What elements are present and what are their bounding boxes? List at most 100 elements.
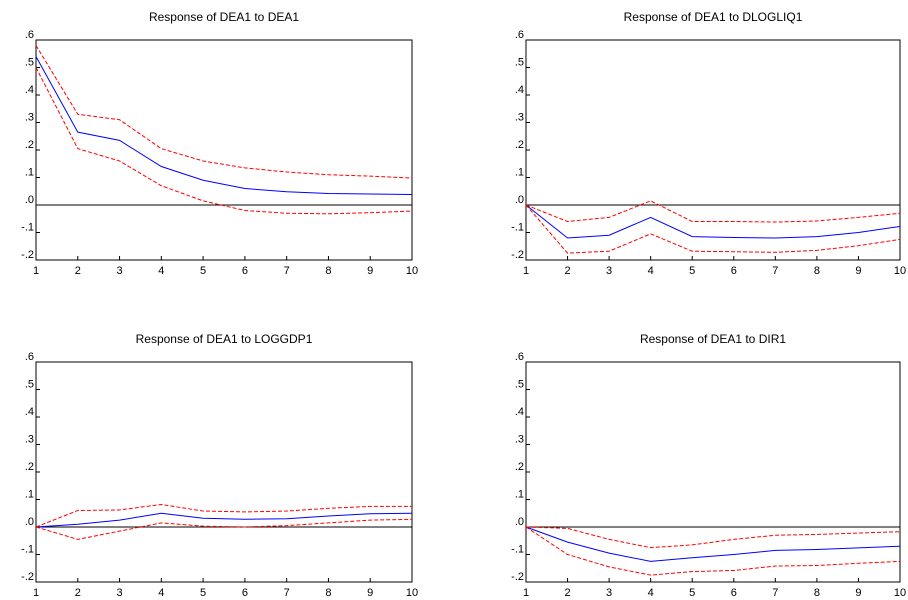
x-tick-label: 2	[75, 265, 81, 277]
x-tick-label: 1	[33, 265, 39, 277]
x-tick-label: 10	[406, 587, 418, 599]
y-tick-label: .1	[515, 166, 524, 178]
panel: Response of DEA1 to LOGGDP1 -.2 -.1 .0 .1 .2.…	[21, 332, 418, 599]
y-tick-label: .6	[515, 29, 524, 41]
series-line	[525, 204, 901, 239]
y-tick-label: -.2	[511, 571, 524, 583]
x-tick-label: 9	[367, 587, 373, 599]
x-tick-label: 1	[523, 265, 529, 277]
panel: Response of DEA1 to DLOGLIQ1 -.2 -.1 .0 .1 .2…	[511, 10, 906, 277]
x-tick-label: 10	[894, 265, 906, 277]
y-tick-label: .0	[515, 516, 524, 528]
y-tick-label: .1	[25, 488, 34, 500]
x-tick-label: 9	[855, 587, 861, 599]
plot-frame	[35, 39, 413, 261]
x-tick-label: 8	[814, 265, 820, 277]
x-tick-label: 6	[242, 587, 248, 599]
x-tick-label: 8	[814, 587, 820, 599]
x-tick-label: 1	[33, 587, 39, 599]
y-tick-label: .3	[25, 433, 34, 445]
y-tick-label: .0	[25, 516, 34, 528]
series-line	[35, 503, 412, 528]
plot-frame	[525, 39, 901, 261]
y-tick-label: .3	[515, 433, 524, 445]
series-line	[525, 526, 901, 576]
x-tick-label: 9	[367, 265, 373, 277]
x-tick-label: 5	[689, 587, 695, 599]
x-tick-label: 10	[406, 265, 418, 277]
y-tick-label: .5	[25, 56, 34, 68]
y-tick-label: .2	[515, 461, 524, 473]
x-tick-label: 2	[564, 265, 570, 277]
y-tick-label: -.2	[21, 571, 34, 583]
y-tick-label: .2	[515, 139, 524, 151]
x-tick-label: 5	[200, 265, 206, 277]
x-tick-label: 9	[855, 265, 861, 277]
x-tick-label: 3	[116, 265, 122, 277]
y-tick-label: .1	[25, 166, 34, 178]
y-tick-label: -.1	[21, 221, 34, 233]
plot-frame	[525, 361, 901, 583]
series-line	[525, 526, 901, 562]
x-tick-label: 6	[731, 587, 737, 599]
x-tick-label: 6	[731, 265, 737, 277]
series-line	[35, 56, 413, 196]
x-tick-label: 4	[158, 265, 164, 277]
x-tick-label: 4	[648, 265, 654, 277]
y-tick-label: -.2	[21, 249, 34, 261]
y-tick-label: .0	[25, 194, 34, 206]
chart-title: Response of DEA1 to LOGGDP1	[136, 332, 313, 346]
x-tick-label: 7	[284, 587, 290, 599]
x-tick-label: 3	[606, 587, 612, 599]
chart-title: Response of DEA1 to DEA1	[149, 10, 299, 24]
y-tick-label: -.1	[511, 221, 524, 233]
x-tick-label: 7	[284, 265, 290, 277]
x-tick-label: 7	[772, 587, 778, 599]
series-line	[35, 45, 413, 179]
series-line	[35, 512, 413, 528]
y-tick-label: .3	[515, 111, 524, 123]
y-tick-label: -.1	[511, 543, 524, 555]
x-tick-label: 8	[325, 587, 331, 599]
y-tick-label: .5	[515, 56, 524, 68]
series-line	[35, 67, 413, 215]
x-tick-label: 10	[894, 587, 906, 599]
chart-title: Response of DEA1 to DLOGLIQ1	[624, 10, 803, 24]
x-tick-label: 8	[325, 265, 331, 277]
y-tick-label: .4	[25, 406, 34, 418]
x-tick-label: 4	[648, 587, 654, 599]
x-tick-label: 6	[242, 265, 248, 277]
x-tick-label: 7	[772, 265, 778, 277]
y-tick-label: .5	[25, 378, 34, 390]
y-tick-label: .4	[515, 406, 524, 418]
y-tick-label: .4	[25, 84, 34, 96]
x-tick-label: 5	[200, 587, 206, 599]
x-tick-label: 3	[606, 265, 612, 277]
series-line	[525, 204, 901, 254]
series-line	[525, 526, 901, 549]
x-tick-label: 2	[75, 587, 81, 599]
plot-frame	[35, 361, 413, 583]
y-tick-label: .4	[515, 84, 524, 96]
series-line	[525, 200, 901, 223]
x-tick-label: 1	[523, 587, 529, 599]
y-tick-label: .0	[515, 194, 524, 206]
y-tick-label: .2	[25, 139, 34, 151]
y-tick-label: .6	[25, 351, 34, 363]
y-tick-label: -.1	[21, 543, 34, 555]
x-tick-label: 4	[158, 587, 164, 599]
y-tick-label: .6	[25, 29, 34, 41]
y-tick-label: .1	[515, 488, 524, 500]
y-tick-label: .2	[25, 461, 34, 473]
y-tick-label: .6	[515, 351, 524, 363]
x-tick-label: 5	[689, 265, 695, 277]
chart-title: Response of DEA1 to DIR1	[640, 332, 786, 346]
panel: Response of DEA1 to DEA1 -.2 -.1 .0 .1 .2 .3 .4…	[21, 10, 418, 277]
y-tick-label: .5	[515, 378, 524, 390]
y-tick-label: .3	[25, 111, 34, 123]
x-tick-label: 3	[116, 587, 122, 599]
panel: Response of DEA1 to DIR1 -.2 -.1 .0 .1 .2 .3 .4…	[511, 332, 906, 599]
y-tick-label: -.2	[511, 249, 524, 261]
